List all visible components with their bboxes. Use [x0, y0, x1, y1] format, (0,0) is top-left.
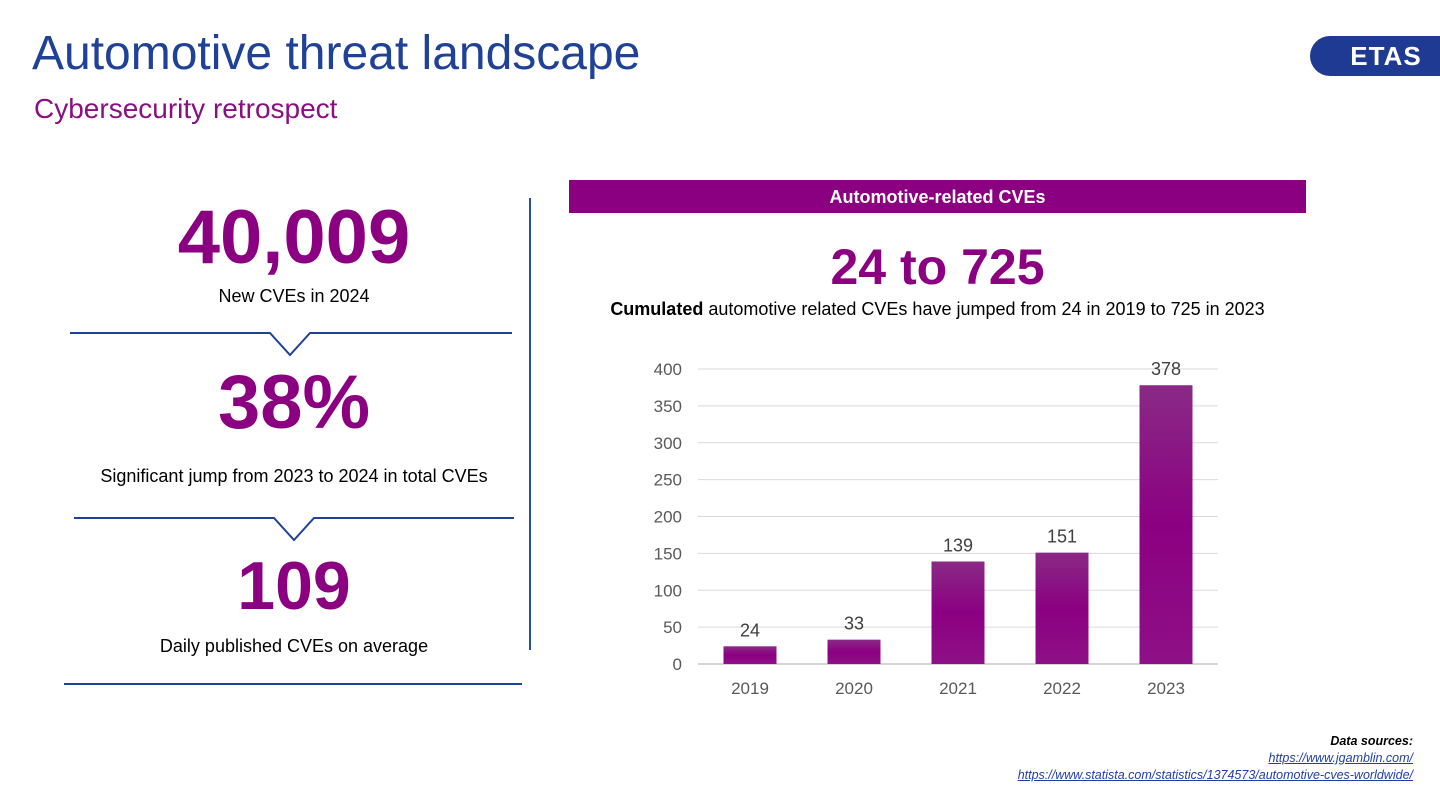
source-link-statista[interactable]: https://www.statista.com/statistics/1374… [1017, 768, 1413, 782]
chart-headline: 24 to 725 [830, 239, 1045, 295]
chart-description-bold: Cumulated [610, 299, 704, 319]
x-tick-label-2022: 2022 [1043, 679, 1081, 698]
data-label-2019: 24 [740, 620, 760, 640]
y-tick-label: 200 [654, 508, 682, 527]
cve-bar-chart: 0 50 100 150 200 250 300 350 400 24 2019 33 2020 139 2… [654, 359, 1218, 698]
y-tick-label: 400 [654, 360, 682, 379]
y-tick-label: 350 [654, 397, 682, 416]
vertical-divider [529, 198, 531, 650]
stat-new-cves-caption: New CVEs in 2024 [218, 286, 370, 306]
y-tick-label: 50 [663, 618, 682, 637]
chart-header-banner: Automotive-related CVEs [569, 180, 1306, 213]
data-label-2022: 151 [1047, 527, 1077, 547]
bar-2021 [931, 561, 985, 664]
bar-2022 [1035, 552, 1089, 664]
svg-text:ETAS: ETAS [1350, 41, 1421, 71]
bar-2023 [1139, 385, 1193, 664]
y-tick-label: 150 [654, 544, 682, 563]
chart-description: Cumulated automotive related CVEs have j… [569, 299, 1306, 321]
data-sources: Data sources: https://www.jgamblin.com/ … [1018, 733, 1413, 784]
data-label-2023: 378 [1151, 359, 1181, 379]
source-link-jgamblin[interactable]: https://www.jgamblin.com/ [1268, 751, 1414, 765]
data-sources-label: Data sources: [1330, 734, 1413, 748]
x-tick-label-2020: 2020 [835, 679, 873, 698]
page-title: Automotive threat landscape [32, 27, 641, 80]
y-tick-label: 100 [654, 581, 682, 600]
chart-description-rest: automotive related CVEs have jumped from… [703, 299, 1265, 319]
stat-new-cves-value: 40,009 [177, 195, 411, 280]
separator-2 [74, 517, 514, 542]
x-tick-label-2021: 2021 [939, 679, 977, 698]
bar-2019 [723, 646, 777, 664]
etas-logo: ETAS [1310, 36, 1440, 76]
stat-jump-caption: Significant jump from 2023 to 2024 in to… [100, 466, 488, 486]
data-label-2021: 139 [943, 535, 973, 555]
y-tick-label: 300 [654, 434, 682, 453]
bar-2020 [827, 639, 881, 664]
x-tick-label-2023: 2023 [1147, 679, 1185, 698]
separator-1 [70, 332, 512, 357]
stat-daily-value: 109 [237, 548, 351, 624]
y-tick-label: 0 [673, 655, 682, 674]
x-tick-label-2019: 2019 [731, 679, 769, 698]
stat-daily-caption: Daily published CVEs on average [159, 636, 429, 656]
page-subtitle: Cybersecurity retrospect [34, 93, 338, 124]
y-tick-label: 250 [654, 471, 682, 490]
data-label-2020: 33 [844, 614, 864, 634]
stat-jump-value: 38% [217, 360, 371, 445]
